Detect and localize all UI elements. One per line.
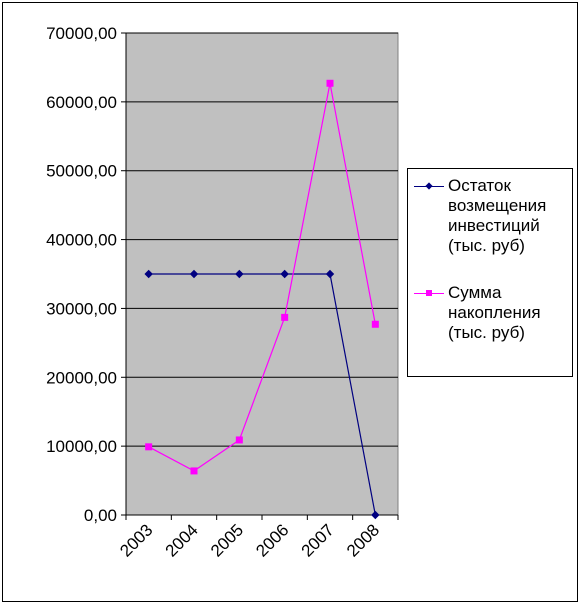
x-tick-label: 2003 [116, 520, 156, 560]
y-tick-labels: 0,00 10000,00 20000,00 30000,00 40000,00 5000… [46, 24, 117, 525]
y-tick-label: 50000,00 [46, 162, 117, 181]
data-point-marker [280, 269, 289, 279]
axes [121, 32, 399, 520]
y-tick-label: 0,00 [84, 506, 117, 525]
data-point-marker [325, 269, 335, 279]
data-point-marker [144, 269, 153, 279]
y-tick-label: 40000,00 [46, 231, 117, 250]
data-point-marker [281, 313, 289, 321]
data-point-marker [326, 79, 334, 87]
x-tick-label: 2005 [207, 520, 247, 560]
data-point-marker [189, 269, 199, 279]
y-tick-label: 10000,00 [46, 437, 117, 456]
y-tick-label: 20000,00 [46, 368, 117, 387]
legend-swatch-accumulated-sum [414, 290, 444, 297]
diamond-marker-icon [425, 182, 433, 190]
legend-label-remaining-investment: Остаток возмещения инвестиций (тыс. руб) [448, 176, 547, 255]
data-point-marker [145, 443, 153, 451]
data-point-marker [371, 320, 379, 328]
x-tick-label: 2007 [298, 520, 338, 560]
y-tick-label: 30000,00 [46, 299, 117, 318]
legend: Остаток возмещения инвестиций (тыс. руб)… [407, 168, 573, 377]
square-marker-icon [426, 290, 432, 296]
series-line-1 [148, 83, 376, 472]
data-point-marker [235, 436, 243, 444]
data-point-marker [190, 467, 198, 475]
x-tick-labels: 2003 2004 2005 2006 2007 2008 [116, 520, 383, 560]
data-point-marker [371, 510, 380, 520]
legend-label-accumulated-sum: Сумма накопления (тыс. руб) [448, 283, 541, 342]
y-tick-label: 70000,00 [46, 24, 117, 43]
y-tick-label: 60000,00 [46, 93, 117, 112]
legend-swatch-remaining-investment [414, 182, 444, 190]
series-line-0 [148, 273, 376, 516]
series [144, 79, 380, 520]
x-tick-label: 2008 [343, 520, 383, 560]
data-point-marker [235, 269, 244, 279]
x-tick-label: 2004 [162, 520, 202, 560]
x-tick-label: 2006 [252, 520, 292, 560]
